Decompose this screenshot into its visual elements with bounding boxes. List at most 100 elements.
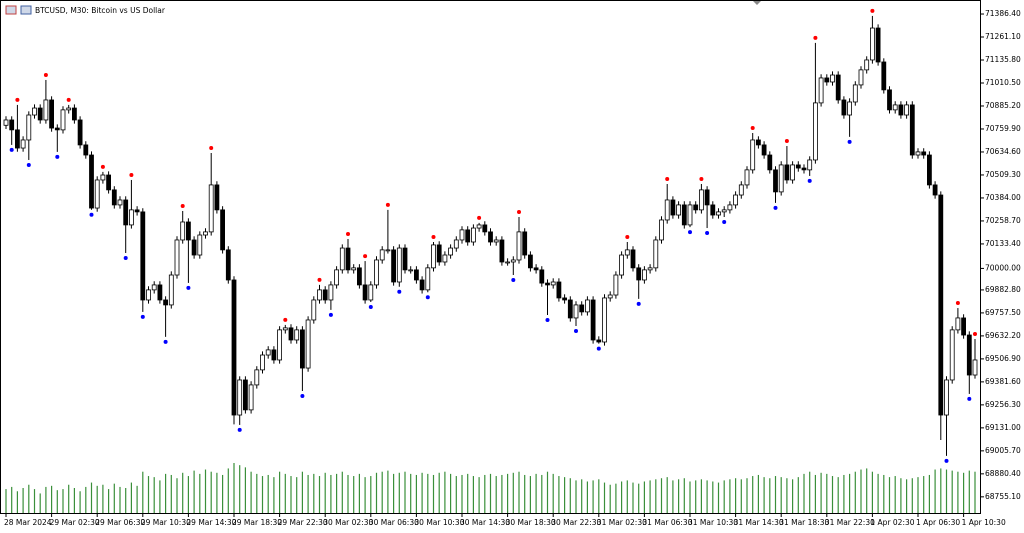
y-tick-label: 69506.90 (985, 354, 1021, 363)
y-tick-label: 68755.10 (985, 492, 1021, 501)
candle-body (311, 299, 317, 321)
up-fractal (477, 215, 482, 220)
candle-body (436, 244, 442, 263)
up-fractal (100, 164, 105, 169)
candle-body (778, 164, 784, 193)
down-fractal (140, 314, 145, 319)
down-fractal (636, 301, 641, 306)
candle-body (818, 77, 824, 104)
candle-body (681, 204, 687, 226)
x-tick-label: 30 Mar 14:30 (460, 518, 510, 527)
candle-body (265, 349, 271, 356)
candle-body (499, 239, 505, 263)
candle-body (442, 254, 448, 263)
candle-body (585, 299, 590, 313)
candle-body (972, 359, 978, 376)
x-tick-label: 30 Mar 22:30 (551, 518, 601, 527)
candle-body (476, 224, 482, 229)
y-tick-label: 69632.20 (985, 331, 1021, 340)
candle-body (676, 204, 681, 216)
candle-body (237, 379, 243, 416)
candle-body (955, 317, 961, 331)
candle-body (66, 107, 72, 111)
candle-body (225, 249, 231, 281)
up-fractal (431, 234, 436, 239)
candle-body (807, 159, 813, 171)
down-fractal (237, 427, 242, 432)
up-fractal (665, 177, 670, 182)
down-fractal (123, 255, 128, 260)
candle-body (117, 199, 123, 206)
y-tick-label: 70133.40 (985, 239, 1021, 248)
candle-body (790, 164, 795, 181)
candle-body (60, 109, 66, 131)
y-tick-label: 69256.30 (985, 400, 1021, 409)
candle-body (379, 249, 385, 261)
candle-body (932, 184, 938, 196)
candle-body (3, 119, 9, 126)
down-fractal (773, 205, 778, 210)
candle-body (596, 339, 602, 343)
candle-body (89, 154, 94, 209)
candle-body (134, 209, 140, 213)
candle-body (37, 107, 43, 121)
candle-body (26, 114, 32, 141)
candle-body (14, 129, 20, 149)
candle-body (938, 194, 944, 416)
y-tick-label: 69131.00 (985, 423, 1021, 432)
down-fractal (596, 346, 601, 351)
y-tick-label: 71135.80 (985, 55, 1021, 64)
down-fractal (688, 230, 692, 235)
candle-body (391, 249, 397, 283)
candle-body (756, 139, 761, 146)
up-fractal (66, 97, 71, 102)
candle-body (607, 294, 613, 299)
candle-body (299, 329, 305, 369)
down-fractal (705, 231, 710, 236)
candle-body (653, 239, 659, 269)
candle-body (721, 209, 727, 213)
candle-body (761, 144, 767, 156)
y-tick-label: 71010.50 (985, 78, 1021, 87)
candle-body (345, 247, 351, 271)
candle-body (385, 249, 391, 252)
down-fractal (574, 329, 578, 334)
candle-body (77, 119, 83, 146)
down-fractal (300, 393, 305, 398)
plot-frame (0, 0, 981, 514)
candle-body (864, 59, 870, 71)
candle-body (733, 194, 738, 206)
candle-body (927, 154, 932, 186)
candle-body (493, 239, 499, 243)
candle-body (898, 104, 904, 116)
x-tick-label: 29 Mar 10:30 (141, 518, 191, 527)
candle-body (613, 274, 619, 296)
candle-body (693, 204, 699, 211)
candle-body (208, 184, 214, 233)
candle-body (419, 279, 425, 291)
candle-body (573, 304, 579, 319)
down-fractal (807, 178, 812, 183)
down-fractal (9, 147, 14, 152)
candle-body (892, 104, 898, 111)
up-fractal (209, 145, 214, 150)
y-tick-label: 70258.70 (985, 216, 1021, 225)
candle-body (328, 284, 334, 301)
y-tick-label: 69005.70 (985, 446, 1021, 455)
x-tick-label: 31 Mar 10:30 (688, 518, 738, 527)
x-tick-label: 31 Mar 22:30 (825, 518, 875, 527)
candle-body (163, 299, 169, 306)
candle-body (852, 84, 858, 103)
candle-body (710, 204, 716, 216)
y-tick-label: 69882.80 (985, 285, 1021, 294)
candle-body (146, 289, 151, 301)
x-tick-label: 31 Mar 18:30 (779, 518, 829, 527)
candle-body (128, 209, 134, 226)
x-tick-label: 29 Mar 18:30 (232, 518, 282, 527)
x-tick-label: 1 Apr 02:30 (870, 518, 914, 527)
candle-body (396, 247, 402, 283)
candle-body (459, 229, 465, 241)
candle-body (704, 189, 710, 206)
shift-marker (753, 1, 761, 5)
